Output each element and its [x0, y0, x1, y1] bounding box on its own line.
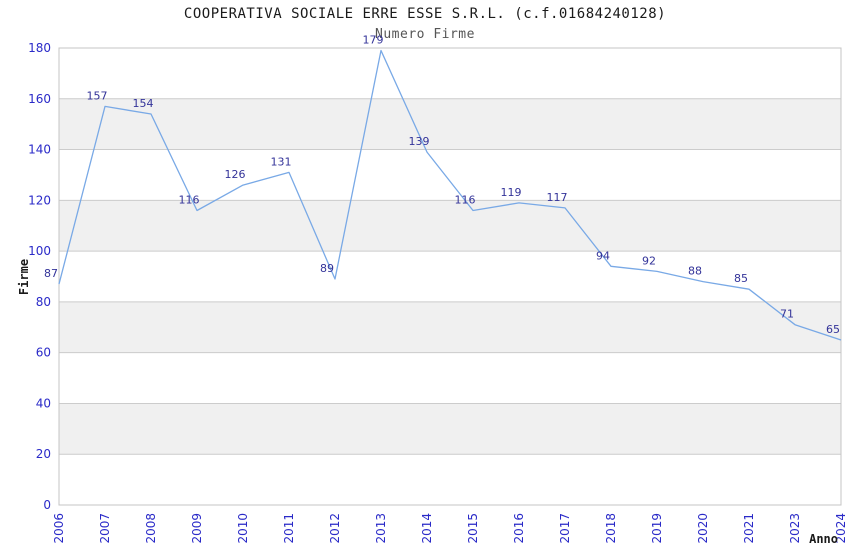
data-label: 157 [87, 89, 108, 102]
data-label: 116 [455, 194, 476, 207]
data-label: 92 [642, 254, 656, 267]
x-tick-label: 2021 [742, 513, 756, 544]
y-tick-label: 120 [28, 193, 51, 207]
x-tick-label: 2018 [604, 513, 618, 544]
x-tick-labels: 2006 2007 2008 2009 2010 2011 2012 2013 2014 2015… [52, 513, 848, 544]
chart-subtitle: Numero Firme [375, 27, 475, 42]
x-tick-label: 2016 [512, 513, 526, 544]
data-label: 89 [320, 262, 334, 275]
x-tick-label: 2011 [282, 513, 296, 544]
y-tick-labels: 0 20 40 60 80 100 120 140 160 180 [28, 41, 51, 512]
plot-border [58, 47, 842, 506]
data-label: 139 [409, 135, 430, 148]
x-tick-label: 2013 [374, 513, 388, 544]
series-line-group [58, 49, 842, 341]
data-labels: 87 157 154 116 126 131 89 179 139 116 119 117 94 92 88… [44, 34, 840, 337]
data-label: 179 [363, 34, 384, 47]
y-tick-label: 160 [28, 92, 51, 106]
gridlines [59, 98, 841, 455]
grid-band [59, 403, 841, 455]
data-label: 116 [179, 194, 200, 207]
x-tick-label: 2023 [788, 513, 802, 544]
grid-bands [59, 98, 841, 455]
y-tick-label: 20 [36, 447, 51, 461]
grid-band [59, 200, 841, 252]
x-tick-label: 2015 [466, 513, 480, 544]
grid-band [59, 301, 841, 353]
data-label: 119 [501, 186, 522, 199]
data-label: 65 [826, 323, 840, 336]
y-tick-label: 60 [36, 346, 51, 360]
series-line [58, 49, 842, 341]
data-label: 88 [688, 265, 702, 278]
data-label: 154 [133, 97, 154, 110]
y-tick-label: 100 [28, 244, 51, 258]
y-tick-label: 180 [28, 41, 51, 55]
x-tick-label: 2009 [190, 513, 204, 544]
x-tick-label: 2007 [98, 513, 112, 544]
x-axis-title: Anno [809, 532, 838, 546]
x-tick-label: 2019 [650, 513, 664, 544]
grid-band [59, 98, 841, 150]
x-tick-label: 2017 [558, 513, 572, 544]
y-axis-title: Firme [17, 259, 31, 295]
data-label: 131 [271, 155, 292, 168]
data-label: 87 [44, 267, 58, 280]
chart-title: COOPERATIVA SOCIALE ERRE ESSE S.R.L. (c.… [183, 6, 667, 22]
data-label: 117 [547, 191, 568, 204]
x-tick-label: 2024 [834, 513, 848, 544]
data-label: 126 [225, 168, 246, 181]
x-tick-label: 2020 [696, 513, 710, 544]
data-label: 94 [596, 249, 610, 262]
x-tick-label: 2006 [52, 513, 66, 544]
x-tick-label: 2014 [420, 513, 434, 544]
y-tick-label: 40 [36, 396, 51, 410]
data-label: 71 [780, 308, 794, 321]
y-tick-label: 0 [43, 498, 51, 512]
x-tick-label: 2010 [236, 513, 250, 544]
y-tick-label: 140 [28, 143, 51, 157]
data-label: 85 [734, 272, 748, 285]
plot-border-rect [58, 47, 842, 506]
x-tick-label: 2012 [328, 513, 342, 544]
x-tick-label: 2008 [144, 513, 158, 544]
y-tick-label: 80 [36, 295, 51, 309]
